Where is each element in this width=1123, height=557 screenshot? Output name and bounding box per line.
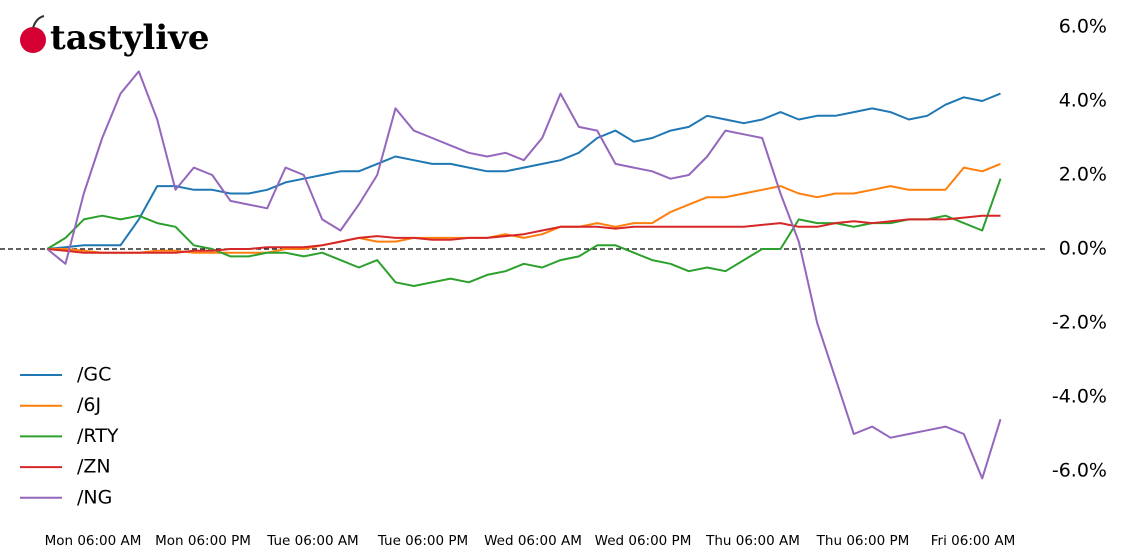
legend-label: /GC (77, 364, 111, 386)
y-tick-label: 6.0% (1059, 16, 1107, 38)
series-line (46, 178, 1002, 287)
x-tick-label: Wed 06:00 PM (595, 533, 692, 549)
series-line (46, 70, 1002, 480)
x-tick-label: Thu 06:00 AM (705, 533, 800, 549)
x-tick-label: Thu 06:00 PM (816, 533, 910, 549)
x-tick-label: Tue 06:00 AM (266, 533, 358, 549)
legend-label: /6J (77, 394, 101, 416)
logo-stem (32, 15, 45, 29)
x-tick-label: Mon 06:00 AM (45, 533, 142, 549)
series-line (47, 162, 1001, 254)
x-tick-label: Fri 06:00 AM (931, 533, 1015, 549)
y-tick-label: -2.0% (1052, 312, 1107, 334)
legend-label: /RTY (77, 425, 119, 447)
y-tick-label: -6.0% (1052, 460, 1107, 482)
y-tick-label: 2.0% (1059, 164, 1107, 186)
x-tick-label: Mon 06:00 PM (155, 533, 251, 549)
logo: tastylive (20, 15, 210, 58)
y-tick-label: 0.0% (1059, 238, 1107, 260)
x-tick-label: Wed 06:00 AM (484, 533, 582, 549)
y-tick-label: -4.0% (1052, 386, 1107, 408)
legend: /GC/6J/RTY/ZN/NG (20, 364, 119, 508)
logo-text: tastylive (50, 18, 210, 58)
legend-label: /ZN (77, 456, 111, 478)
logo-cherry (20, 27, 46, 53)
y-tick-label: 4.0% (1059, 90, 1107, 112)
x-tick-label: Tue 06:00 PM (377, 533, 468, 549)
series-line (47, 92, 1001, 250)
series-line (47, 214, 1001, 254)
legend-label: /NG (77, 486, 112, 508)
